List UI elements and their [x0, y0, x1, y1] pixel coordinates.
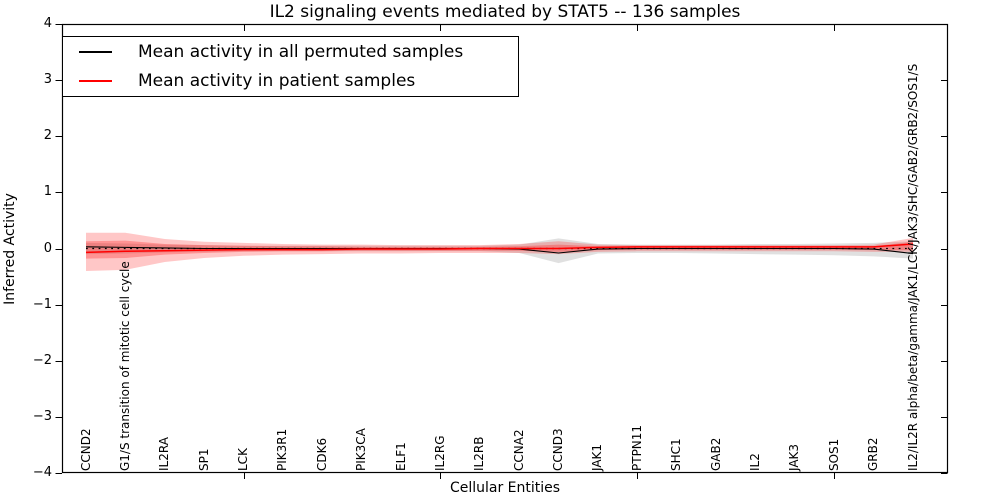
x-tick-label: JAK3 — [787, 443, 802, 471]
legend-label: Mean activity in all permuted samples — [138, 42, 464, 62]
x-tick-label: SP1 — [196, 448, 211, 472]
x-tick-label: IL2RG — [432, 435, 447, 472]
legend-line-sample-red — [79, 80, 112, 82]
band-patient-inner — [86, 240, 913, 259]
y-tick-label: 1 — [43, 184, 52, 200]
x-tick-label: IL2 — [747, 453, 762, 471]
y-tick-label: −2 — [32, 352, 52, 368]
x-tick-label: ELF1 — [393, 442, 408, 471]
x-tick-label: IL2RA — [157, 437, 172, 471]
band-permuted-range — [86, 238, 913, 264]
y-tick-label: −4 — [32, 465, 52, 480]
x-tick-label: CCNA2 — [511, 429, 526, 471]
plot-border — [61, 23, 949, 474]
x-tick-label: PIK3R1 — [275, 428, 290, 471]
y-axis-title: Inferred Activity — [2, 193, 18, 305]
x-tick-label: CCND3 — [551, 428, 566, 471]
y-tick-label: 2 — [43, 128, 52, 144]
legend-box: Mean activity in all permuted samples Me… — [62, 36, 519, 97]
legend-item-patient: Mean activity in patient samples — [63, 70, 518, 92]
y-tick-label: 4 — [43, 16, 52, 31]
x-axis-title: Cellular Entities — [449, 480, 561, 496]
x-tick-label: LCK — [236, 448, 251, 471]
band-patient-outer — [86, 232, 913, 271]
x-tick-label: IL2/IL2R alpha/beta/gamma/JAK1/LCK/JAK3/… — [905, 63, 920, 471]
y-tick-label: −1 — [32, 296, 52, 312]
x-tick-label: IL2RB — [472, 436, 487, 471]
x-tick-label: SHC1 — [669, 438, 684, 471]
x-tick-label: PTPN11 — [629, 424, 644, 471]
legend-line-sample-black — [79, 51, 112, 53]
plot-title: IL2 signaling events mediated by STAT5 -… — [269, 2, 741, 22]
x-tick-label: CDK6 — [314, 437, 329, 471]
x-tick-label: JAK1 — [590, 443, 605, 471]
y-tick-label: 0 — [43, 240, 52, 256]
y-tick-label: −3 — [32, 408, 52, 424]
legend-label: Mean activity in patient samples — [138, 71, 416, 91]
y-tick-label: 3 — [43, 72, 52, 88]
x-tick-label: GRB2 — [866, 437, 881, 471]
legend-item-permuted: Mean activity in all permuted samples — [63, 41, 518, 63]
x-tick-label: SOS1 — [826, 438, 841, 471]
series-line-patient — [85, 243, 914, 254]
x-tick-label: G1/S transition of mitotic cell cycle — [117, 261, 132, 471]
x-tick-label: PIK3CA — [354, 428, 369, 471]
x-tick-label: GAB2 — [708, 437, 723, 471]
x-tick-label: CCND2 — [78, 428, 93, 471]
